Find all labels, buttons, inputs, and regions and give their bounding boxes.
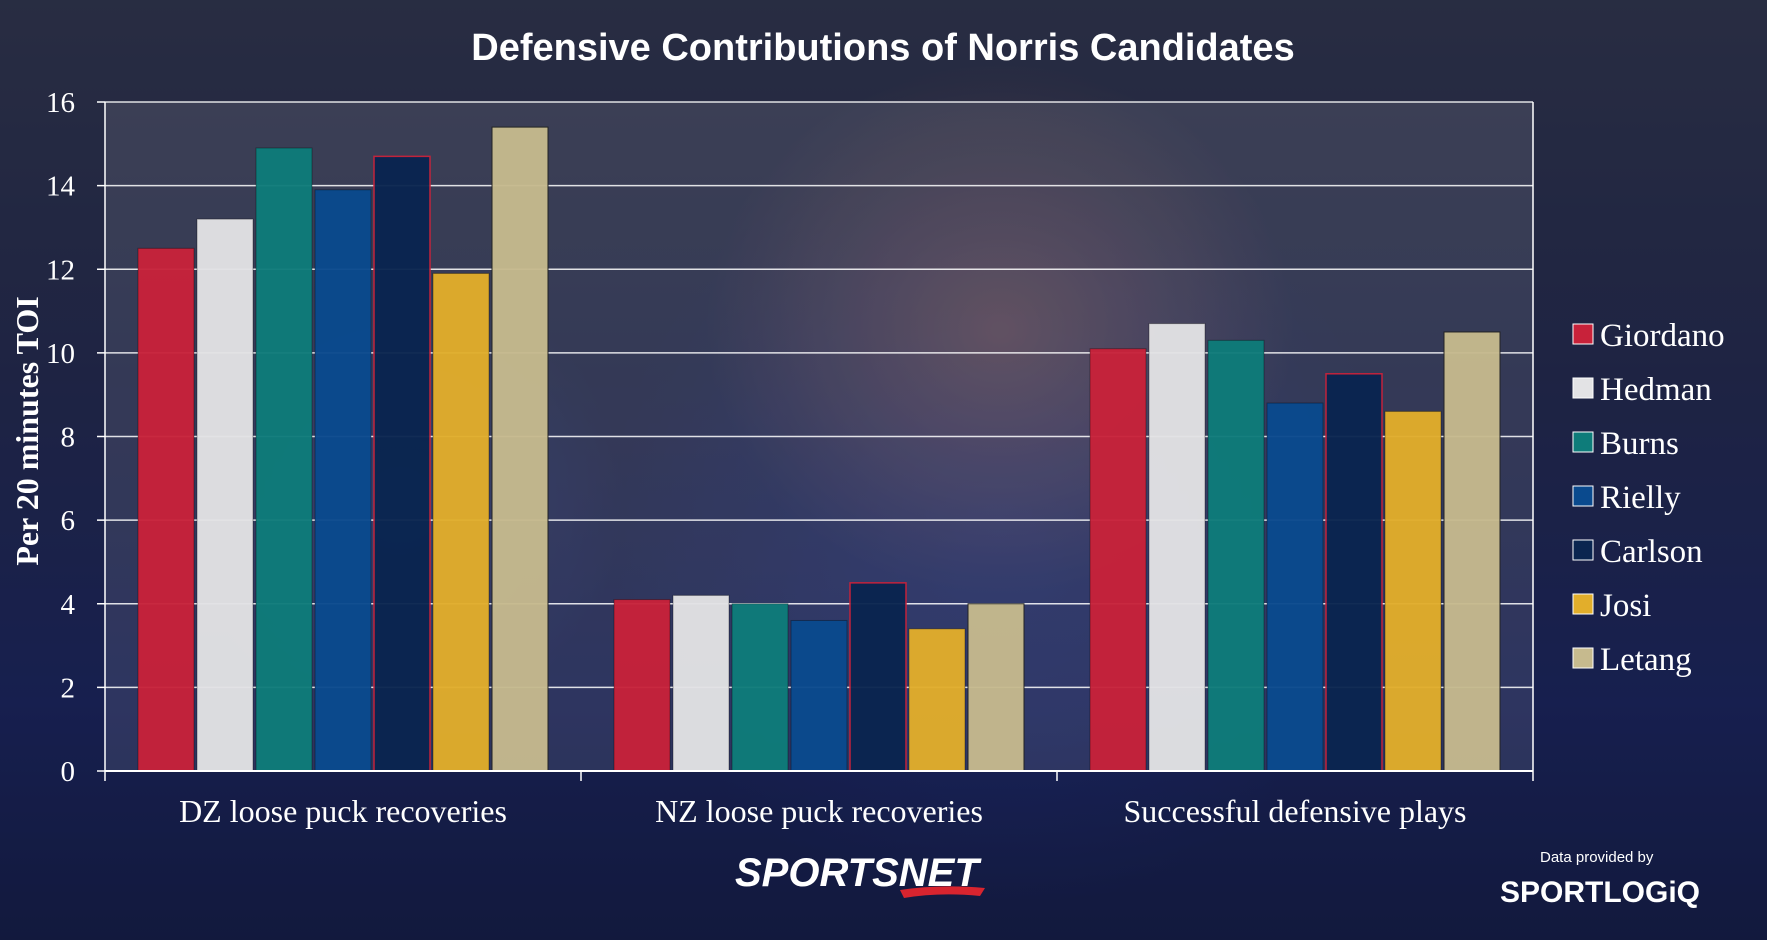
bar-hedman (672, 594, 730, 772)
data-credit-label: Data provided by (1540, 849, 1654, 866)
bar-burns (1207, 339, 1265, 772)
x-category-label: Successful defensive plays (1123, 793, 1466, 829)
bar-letang (967, 603, 1025, 772)
legend-swatch-letang (1572, 647, 1594, 669)
legend-swatch-rielly (1572, 485, 1594, 507)
bar-rielly (314, 189, 372, 772)
legend-label-letang: Letang (1600, 642, 1692, 678)
legend-label-giordano: Giordano (1600, 318, 1725, 354)
legend-label-burns: Burns (1600, 426, 1679, 462)
bar-carlson (373, 155, 431, 772)
bar-carlson (1325, 373, 1383, 772)
y-tick-label: 4 (61, 589, 76, 621)
x-category-label: NZ loose puck recoveries (655, 793, 983, 829)
bar-josi (432, 272, 490, 772)
sportsnet-swoosh-icon (900, 886, 985, 898)
bar-giordano (1089, 348, 1147, 772)
y-tick-label: 16 (46, 87, 75, 119)
legend-label-josi: Josi (1600, 588, 1651, 624)
bar-giordano (137, 247, 195, 772)
bar-letang (1443, 331, 1501, 772)
x-category-label: DZ loose puck recoveries (179, 793, 507, 829)
bars (137, 126, 1501, 772)
y-tick-label: 6 (61, 505, 76, 537)
bar-rielly (1266, 402, 1324, 772)
legend-swatch-giordano (1572, 323, 1594, 345)
y-tick-label: 12 (46, 254, 75, 286)
y-tick-label: 2 (61, 672, 76, 704)
bar-burns (731, 603, 789, 772)
y-tick-label: 10 (46, 338, 75, 370)
sportlogiq-logo-text: SPORTLOGiQ (1500, 876, 1700, 909)
legend-label-rielly: Rielly (1600, 480, 1681, 516)
legend-swatch-burns (1572, 431, 1594, 453)
y-axis-label: Per 20 minutes TOI (9, 296, 45, 565)
legend-label-hedman: Hedman (1600, 372, 1712, 408)
bar-burns (255, 147, 313, 772)
x-category-labels: DZ loose puck recoveries NZ loose puck re… (179, 793, 1466, 829)
legend-label-carlson: Carlson (1600, 534, 1703, 570)
legend-swatch-hedman (1572, 377, 1594, 399)
chart-title: Defensive Contributions of Norris Candid… (471, 27, 1294, 69)
y-tick-labels: 0 2 4 6 8 10 12 14 16 (46, 87, 76, 788)
legend: Giordano Hedman Burns Rielly Carlson Josi Leta… (1572, 318, 1725, 678)
bar-josi (1384, 410, 1442, 772)
bar-carlson (849, 582, 907, 772)
bar-josi (908, 628, 966, 772)
bar-giordano (613, 599, 671, 772)
axes (104, 102, 1534, 781)
legend-swatch-carlson (1572, 539, 1594, 561)
bar-rielly (790, 619, 848, 772)
y-tick-label: 0 (61, 756, 76, 788)
bar-hedman (196, 218, 254, 772)
y-tick-label: 8 (61, 422, 76, 454)
sportsnet-logo: SPORTSNET (735, 851, 985, 898)
bar-letang (491, 126, 549, 772)
legend-swatch-josi (1572, 593, 1594, 615)
y-tick-label: 14 (46, 171, 76, 203)
bar-hedman (1148, 323, 1206, 772)
